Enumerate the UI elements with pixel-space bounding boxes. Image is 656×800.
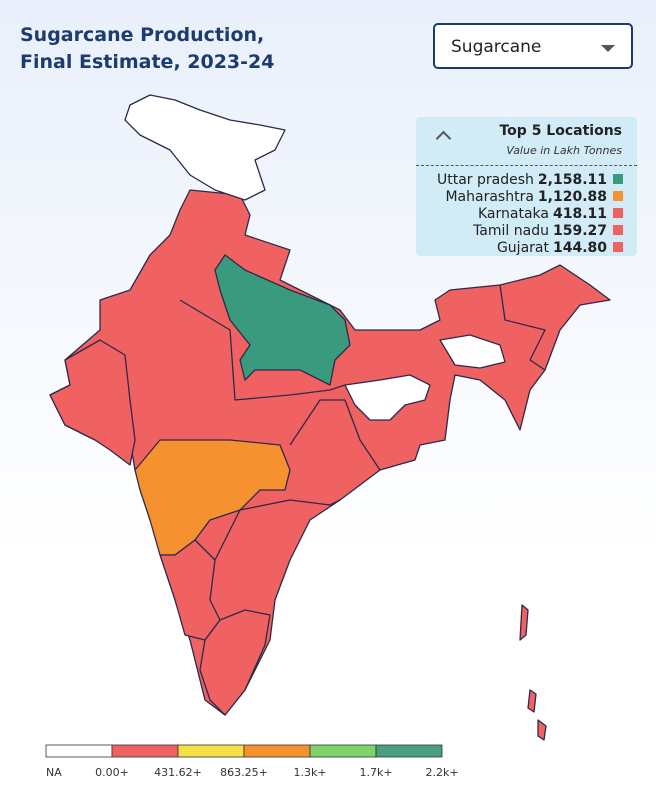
tamil-nadu	[199, 609, 271, 716]
dropdown-value: Sugarcane	[451, 37, 542, 57]
india-states	[49, 189, 611, 716]
legend-label: 863.25+	[220, 766, 268, 779]
legend-label: NA	[46, 766, 62, 779]
legend-label: 1.7k+	[359, 766, 392, 779]
location-name: Tamil nadu	[473, 223, 549, 239]
legend-swatch	[111, 744, 179, 758]
islands	[519, 604, 529, 641]
top-locations-panel: Top 5 Locations Value in Lakh Tonnes Utt…	[416, 117, 637, 256]
legend-label: 2.2k+	[425, 766, 458, 779]
neighbour-gap	[439, 334, 506, 369]
dropdown-arrow	[601, 45, 615, 52]
location-name: Gujarat	[496, 240, 549, 256]
legend-label: 1.3k+	[293, 766, 326, 779]
location-swatch	[613, 225, 623, 235]
legend: NA 0.00+ 431.62+ 863.25+ 1.3k+ 1.7k+ 2.2k+	[45, 744, 459, 779]
islands	[527, 689, 537, 713]
legend-label: 431.62+	[154, 766, 202, 779]
state-borders	[289, 399, 381, 471]
legend-label: 0.00+	[95, 766, 129, 779]
panel-title: Top 5 Locations	[499, 123, 622, 139]
location-list: Uttar pradesh 2,158.11 Maharashtra 1,120.88…	[437, 172, 623, 257]
maharashtra	[134, 439, 291, 556]
location-row: Karnataka 418.11	[437, 206, 623, 223]
location-row: Tamil nadu 159.27	[437, 223, 623, 240]
location-value: 418.11	[552, 206, 607, 222]
legend-swatch	[45, 744, 113, 758]
legend-swatch	[243, 744, 311, 758]
location-value: 2,158.11	[537, 172, 607, 188]
collapse-toggle[interactable]	[435, 130, 452, 147]
gujarat	[49, 339, 136, 466]
location-name: Maharashtra	[445, 189, 534, 205]
state-borders	[179, 299, 346, 401]
state-borders	[214, 499, 341, 561]
location-swatch	[613, 242, 623, 252]
title-line: Sugarcane Production,	[20, 24, 265, 46]
crop-dropdown[interactable]: Sugarcane	[433, 23, 633, 69]
jharkhand	[344, 374, 431, 421]
location-row: Uttar pradesh 2,158.11	[437, 172, 623, 189]
location-name: Karnataka	[477, 206, 549, 222]
islands	[537, 719, 547, 741]
legend-swatch	[177, 744, 245, 758]
location-name: Uttar pradesh	[437, 172, 534, 188]
title-line: Final Estimate, 2023-24	[20, 51, 275, 73]
legend-swatch	[375, 744, 443, 758]
location-swatch	[613, 208, 623, 218]
panel-subtitle: Value in Lakh Tonnes	[506, 144, 622, 157]
location-value: 144.80	[552, 240, 607, 256]
divider	[416, 165, 637, 166]
location-swatch	[613, 191, 623, 201]
state-borders	[499, 284, 546, 371]
uttar-pradesh	[214, 254, 351, 386]
location-value: 1,120.88	[537, 189, 607, 205]
location-swatch	[613, 174, 623, 184]
location-row: Maharashtra 1,120.88	[437, 189, 623, 206]
location-value: 159.27	[552, 223, 607, 239]
title: Sugarcane Production, Final Estimate, 20…	[20, 22, 274, 76]
legend-swatch	[309, 744, 377, 758]
location-row: Gujarat 144.80	[437, 240, 623, 257]
jammu-kashmir-ladakh	[124, 94, 286, 201]
